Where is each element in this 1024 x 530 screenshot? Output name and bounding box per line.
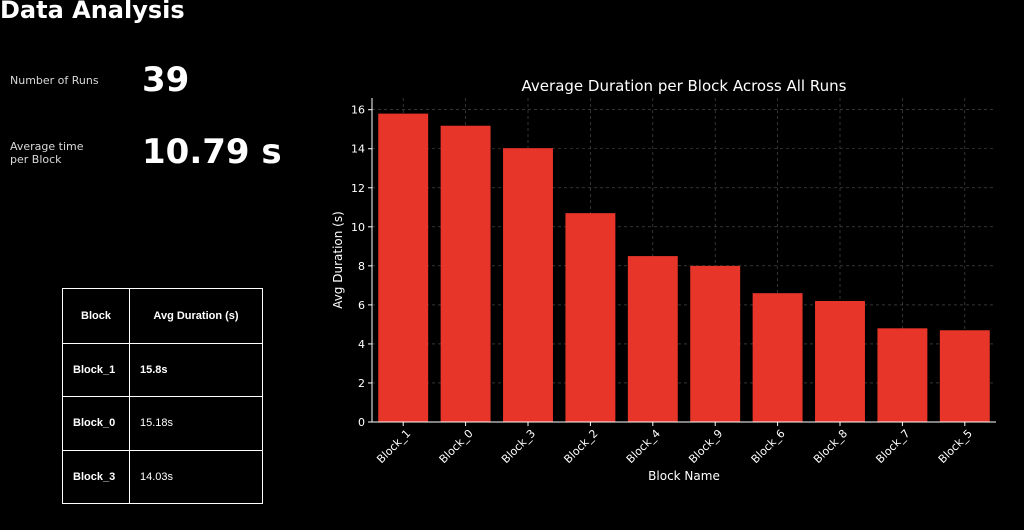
x-tick-label: Block_3 [499, 427, 538, 466]
x-tick-label: Block_8 [811, 427, 850, 466]
page-title: Data Analysis [0, 0, 185, 24]
summary-table-header-duration: Avg Duration (s) [129, 288, 263, 344]
duration-bar-chart: Average Duration per Block Across All Ru… [331, 77, 996, 483]
y-tick-label: 14 [351, 143, 365, 156]
bar [815, 300, 865, 422]
avg-time-label-line2: per Block [10, 153, 62, 166]
summary-table-header-block: Block [62, 288, 130, 344]
table-cell-block: Block_0 [62, 396, 130, 451]
bar [565, 213, 616, 422]
runs-count-label: Number of Runs [10, 74, 99, 87]
x-tick-label: Block_1 [374, 427, 413, 466]
y-tick-label: 12 [351, 182, 365, 195]
bar [440, 125, 491, 422]
table-cell-duration: 14.03s [129, 449, 263, 505]
x-tick-label: Block_0 [437, 427, 476, 466]
y-tick-label: 6 [358, 299, 365, 312]
table-row: Block_3 14.03s [62, 449, 263, 505]
y-tick-label: 4 [358, 338, 365, 351]
chart-title: Average Duration per Block Across All Ru… [522, 77, 847, 95]
y-tick-label: 16 [351, 104, 365, 117]
x-tick-label: Block_5 [936, 427, 975, 466]
x-tick-label: Block_6 [749, 427, 788, 466]
table-cell-block: Block_3 [62, 449, 130, 505]
avg-time-label-line1: Average time [10, 140, 84, 153]
avg-time-value: 10.79 s [142, 132, 282, 172]
y-tick-label: 0 [358, 416, 365, 429]
bar [690, 265, 741, 422]
y-tick-label: 10 [351, 221, 365, 234]
y-tick-label: 8 [358, 260, 365, 273]
y-tick-label: 2 [358, 377, 365, 390]
bar [877, 328, 928, 422]
runs-count-value: 39 [142, 60, 190, 100]
table-cell-duration: 15.8s [129, 342, 263, 398]
bar [752, 293, 803, 422]
table-row: Block_0 15.18s [62, 396, 263, 451]
bar [627, 256, 678, 422]
bar [378, 113, 429, 423]
y-axis-label: Avg Duration (s) [331, 211, 345, 309]
bar [503, 148, 553, 422]
x-axis-label: Block Name [648, 469, 720, 483]
table-cell-block: Block_1 [62, 342, 130, 398]
x-tick-label: Block_2 [561, 427, 600, 466]
table-row: Block_1 15.8s [62, 342, 263, 398]
summary-table: Block Avg Duration (s) Block_1 15.8s Blo… [62, 288, 263, 505]
x-tick-label: Block_9 [686, 427, 725, 466]
x-tick-label: Block_4 [624, 427, 663, 466]
summary-table-header-row: Block Avg Duration (s) [62, 288, 263, 344]
avg-time-label: Average time per Block [10, 140, 120, 166]
bar [939, 330, 990, 422]
x-tick-label: Block_7 [873, 427, 912, 466]
table-cell-duration: 15.18s [129, 396, 263, 451]
